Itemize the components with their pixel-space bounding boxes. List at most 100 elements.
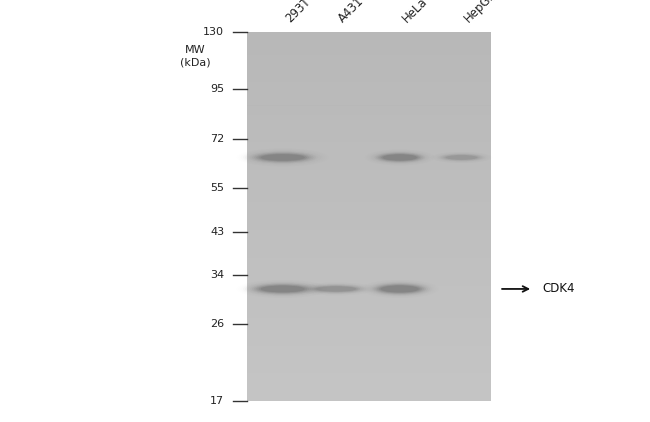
Bar: [247, 143, 491, 147]
Ellipse shape: [259, 154, 307, 161]
Ellipse shape: [261, 154, 305, 161]
Ellipse shape: [245, 150, 320, 165]
Bar: [247, 193, 491, 198]
Bar: [247, 87, 491, 92]
Bar: [247, 244, 491, 249]
Bar: [247, 175, 491, 179]
Bar: [247, 216, 491, 221]
Text: A431: A431: [336, 0, 367, 25]
Bar: [247, 60, 491, 64]
Bar: [247, 336, 491, 341]
Bar: [247, 73, 491, 78]
Ellipse shape: [377, 284, 423, 293]
Bar: [247, 82, 491, 87]
Bar: [247, 41, 491, 46]
Bar: [247, 221, 491, 225]
Bar: [247, 189, 491, 193]
Text: 34: 34: [210, 270, 224, 280]
Text: MW
(kDa): MW (kDa): [179, 46, 211, 68]
Bar: [247, 355, 491, 360]
Bar: [247, 387, 491, 392]
Bar: [247, 262, 491, 267]
Ellipse shape: [381, 286, 419, 292]
Ellipse shape: [441, 154, 482, 161]
Bar: [247, 198, 491, 203]
Bar: [247, 129, 491, 133]
Bar: [247, 249, 491, 253]
Bar: [247, 327, 491, 332]
Ellipse shape: [372, 151, 427, 163]
Bar: [247, 151, 491, 156]
Bar: [247, 378, 491, 382]
Bar: [247, 138, 491, 143]
Ellipse shape: [312, 286, 360, 292]
Bar: [247, 124, 491, 129]
Bar: [247, 258, 491, 262]
Text: HepG2: HepG2: [462, 0, 499, 25]
Ellipse shape: [383, 154, 417, 160]
Bar: [247, 286, 491, 290]
Ellipse shape: [254, 152, 311, 162]
Bar: [247, 373, 491, 378]
Text: 43: 43: [210, 227, 224, 238]
Ellipse shape: [380, 154, 420, 161]
Ellipse shape: [374, 152, 425, 163]
Bar: [247, 161, 491, 165]
Text: 26: 26: [210, 319, 224, 329]
Ellipse shape: [316, 287, 356, 292]
Ellipse shape: [439, 154, 484, 161]
Bar: [247, 46, 491, 50]
Bar: [247, 382, 491, 387]
Bar: [247, 346, 491, 350]
Bar: [247, 235, 491, 239]
Bar: [247, 133, 491, 138]
Bar: [247, 106, 491, 110]
Ellipse shape: [256, 153, 309, 162]
Bar: [247, 364, 491, 368]
Ellipse shape: [261, 286, 305, 292]
Ellipse shape: [371, 151, 428, 164]
Ellipse shape: [375, 284, 424, 294]
Bar: [247, 332, 491, 336]
Ellipse shape: [373, 284, 426, 295]
Bar: [247, 350, 491, 355]
Bar: [247, 290, 491, 295]
Bar: [247, 96, 491, 101]
Bar: [247, 36, 491, 41]
Bar: [247, 32, 491, 36]
Ellipse shape: [248, 282, 318, 295]
Text: HeLa: HeLa: [400, 0, 430, 25]
Bar: [247, 78, 491, 82]
Ellipse shape: [256, 284, 309, 293]
Ellipse shape: [250, 283, 316, 295]
Bar: [247, 318, 491, 322]
Text: 95: 95: [210, 84, 224, 94]
Bar: [247, 239, 491, 244]
Ellipse shape: [378, 153, 422, 162]
Ellipse shape: [252, 284, 314, 295]
Bar: [247, 295, 491, 299]
Ellipse shape: [245, 282, 320, 296]
Bar: [247, 225, 491, 230]
Bar: [247, 272, 491, 276]
Bar: [247, 276, 491, 281]
Text: 72: 72: [210, 134, 224, 144]
Text: 293T: 293T: [283, 0, 313, 25]
Bar: [247, 50, 491, 55]
Bar: [247, 115, 491, 119]
Ellipse shape: [445, 155, 478, 160]
Bar: [247, 322, 491, 327]
Ellipse shape: [376, 152, 423, 162]
Ellipse shape: [250, 151, 316, 164]
Bar: [247, 101, 491, 106]
Bar: [247, 267, 491, 272]
Bar: [247, 313, 491, 318]
Bar: [247, 207, 491, 212]
Ellipse shape: [310, 285, 362, 293]
Ellipse shape: [308, 285, 364, 293]
Ellipse shape: [443, 154, 480, 160]
Bar: [247, 110, 491, 115]
Bar: [247, 119, 491, 124]
Bar: [247, 179, 491, 184]
Bar: [247, 212, 491, 216]
